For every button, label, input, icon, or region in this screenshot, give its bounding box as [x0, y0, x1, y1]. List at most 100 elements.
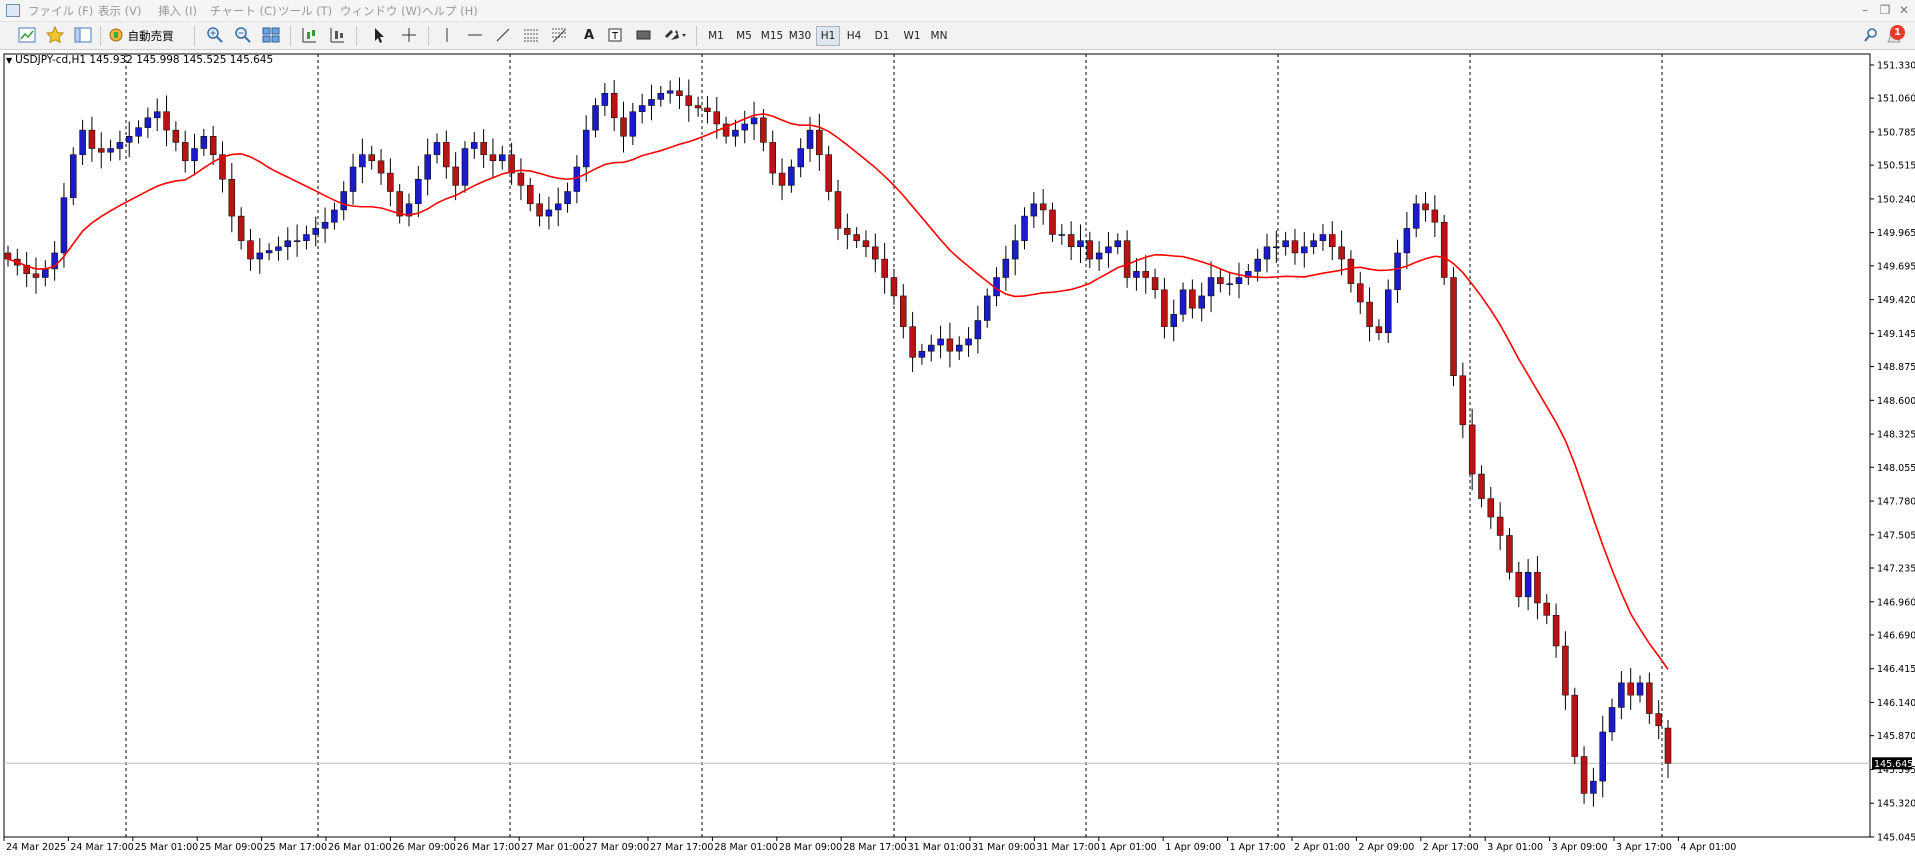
candle-body [1217, 277, 1224, 284]
candle-body [1375, 326, 1383, 334]
candle-body [51, 252, 58, 270]
text-label-icon[interactable]: T [604, 25, 626, 47]
chart-window[interactable]: 151.330 151.060 150.785 150.515 150.240 149.9… [0, 50, 1915, 861]
horizontal-line-icon[interactable] [464, 25, 486, 47]
timeframe-m1[interactable]: M1 [708, 30, 724, 42]
y-tick-label: 148.600 [1877, 396, 1915, 407]
candle-body [1422, 203, 1429, 211]
y-tick-label: 150.515 [1877, 161, 1915, 172]
candle-body [331, 209, 338, 223]
candle-body [181, 142, 189, 162]
candle-body [98, 148, 105, 153]
candle-body [694, 105, 702, 109]
menu-tools[interactable]: ツール (T) [278, 4, 333, 18]
y-tick-label: 150.240 [1877, 194, 1915, 205]
fibonacci-icon[interactable] [548, 25, 570, 47]
candle-body [42, 268, 49, 278]
trendline-icon[interactable] [492, 25, 514, 47]
arrows-icon[interactable] [662, 25, 688, 47]
y-tick-label: 149.420 [1877, 295, 1915, 306]
x-tick-label: 4 Apr 01:00 [1680, 842, 1736, 853]
vertical-line-icon[interactable] [436, 25, 458, 47]
candle-body [1263, 246, 1271, 260]
timeframe-m15[interactable]: M15 [760, 30, 784, 42]
y-tick-label: 147.780 [1877, 497, 1915, 508]
x-tick-label: 2 Apr 01:00 [1294, 842, 1350, 853]
candle-body [526, 185, 534, 205]
candle-body [1133, 271, 1140, 278]
timeframe-d1[interactable]: D1 [874, 30, 890, 42]
x-tick-label: 1 Apr 01:00 [1101, 842, 1157, 853]
candle-body [219, 154, 226, 180]
candle-body [1338, 246, 1345, 260]
autotrade-button[interactable]: 自動売買 [108, 25, 184, 47]
candle-body [1319, 234, 1327, 241]
candle-body [601, 93, 609, 106]
channel-icon[interactable] [520, 25, 542, 47]
restore-icon[interactable]: ❐ [1879, 3, 1891, 17]
menu-help[interactable]: ヘルプ (H) [422, 4, 478, 18]
candle-body [1412, 203, 1420, 229]
close-icon[interactable]: ✕ [1898, 3, 1910, 17]
candle-body [1161, 289, 1168, 327]
autoscroll-icon[interactable] [326, 25, 348, 47]
x-tick-label: 27 Mar 09:00 [586, 842, 649, 853]
x-tick-label: 28 Mar 17:00 [843, 842, 906, 853]
candle-body [1403, 228, 1411, 254]
candle-body [499, 154, 506, 162]
x-tick-label: 3 Apr 17:00 [1616, 842, 1672, 853]
candle-body [1487, 498, 1495, 518]
timeframe-m5[interactable]: M5 [736, 30, 752, 42]
candle-body [1524, 572, 1532, 598]
candle-body [1021, 215, 1028, 241]
candle-body [1254, 258, 1261, 272]
zoom-out-icon[interactable] [232, 25, 254, 47]
candle-body [1459, 375, 1467, 426]
menu-window[interactable]: ウィンドウ (W) [340, 4, 422, 18]
timeframe-m30[interactable]: M30 [788, 30, 812, 42]
chart-shift-icon[interactable] [298, 25, 320, 47]
candle-body [900, 295, 907, 327]
search-icon[interactable] [1863, 27, 1879, 47]
candle-body [760, 117, 767, 143]
candle-body [1590, 780, 1597, 794]
menu-chart[interactable]: チャート (C) [210, 4, 277, 18]
candle-body [648, 99, 655, 106]
candle-body [144, 117, 152, 128]
tile-windows-icon[interactable] [260, 25, 282, 47]
x-tick-label: 3 Apr 09:00 [1552, 842, 1608, 853]
timeframe-h4[interactable]: H4 [846, 30, 862, 42]
navigator-icon[interactable] [72, 25, 94, 47]
candle-body [582, 129, 590, 168]
new-chart-icon[interactable] [16, 25, 38, 47]
candle-body [424, 154, 431, 180]
price-chart[interactable]: 151.330 151.060 150.785 150.515 150.240 149.9… [0, 50, 1915, 861]
crosshair-icon[interactable] [398, 25, 420, 47]
timeframe-h1[interactable]: H1 [816, 26, 840, 46]
candle-body [1142, 271, 1150, 278]
candle-body [825, 154, 832, 192]
candle-body [1366, 301, 1373, 327]
minimize-icon[interactable]: – [1862, 3, 1868, 17]
candle-body [452, 166, 459, 186]
notification-icon[interactable]: 1 [1885, 25, 1905, 45]
candle-body [844, 228, 851, 235]
candle-body [1245, 271, 1252, 278]
menu-view[interactable]: 表示 (V) [98, 4, 142, 18]
zoom-in-icon[interactable] [204, 25, 226, 47]
text-icon[interactable]: A [583, 28, 595, 43]
favorites-icon[interactable] [44, 25, 66, 47]
cursor-icon[interactable] [368, 25, 390, 47]
timeframe-mn[interactable]: MN [930, 30, 948, 42]
x-tick-label: 27 Mar 01:00 [521, 842, 584, 853]
moving-average-line [7, 113, 1669, 670]
timeframe-w1[interactable]: W1 [903, 30, 921, 42]
x-tick-label: 2 Apr 17:00 [1423, 842, 1479, 853]
candle-body [545, 209, 553, 217]
menu-file[interactable]: ファイル (F) [28, 4, 94, 18]
menu-insert[interactable]: 挿入 (I) [158, 4, 198, 18]
candle-body [461, 148, 469, 186]
candle-body [1049, 209, 1056, 235]
candle-body [536, 203, 543, 217]
rectangle-icon[interactable] [632, 25, 654, 47]
